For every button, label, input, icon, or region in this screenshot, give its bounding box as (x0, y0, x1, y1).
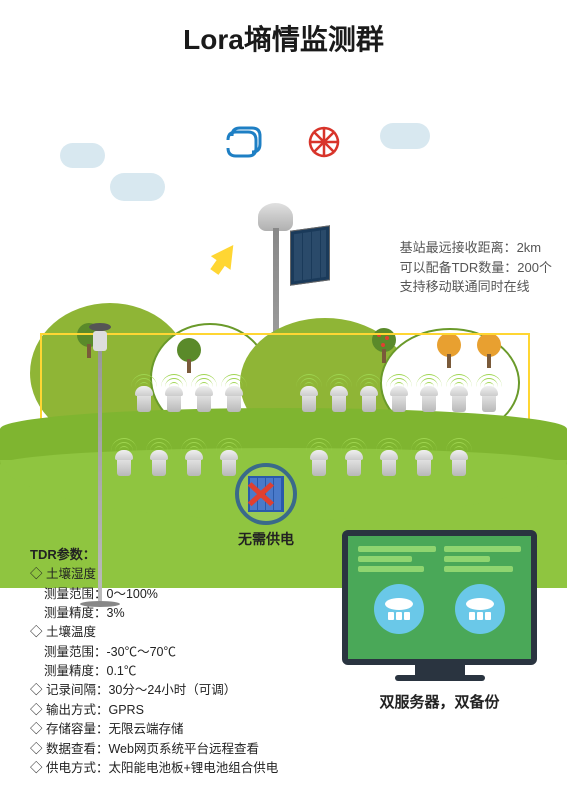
tdr-sensor-icon (225, 386, 243, 412)
info-line: 基站最远接收距离：2km (400, 238, 552, 258)
param-item: 存储容量：无限云端存储 (30, 720, 278, 739)
param-sub: 测量精度：0.1℃ (30, 662, 278, 681)
tdr-params: TDR参数： 土壤湿度 测量范围：0～100% 测量精度：3% 土壤温度 测量范… (30, 545, 278, 778)
param-sub: 测量范围：-30℃～70℃ (30, 643, 278, 662)
tdr-sensor-icon (300, 386, 318, 412)
server-icon (374, 584, 424, 634)
china-mobile-logo (220, 118, 268, 166)
param-item: 数据查看：Web网页系统平台远程查看 (30, 740, 278, 759)
param-sub: 测量范围：0～100% (30, 585, 278, 604)
param-item: 记录间隔：30分～24小时（可调） (30, 681, 278, 700)
tdr-sensor-icon (360, 386, 378, 412)
base-station-icon (258, 203, 293, 231)
tdr-sensor-icon (450, 450, 468, 476)
tdr-sensor-icon (480, 386, 498, 412)
tdr-sensor-icon (420, 386, 438, 412)
server-icon (455, 584, 505, 634)
tdr-sensor-icon (150, 450, 168, 476)
tdr-sensor-icon (345, 450, 363, 476)
tdr-sensor-icon (415, 450, 433, 476)
china-unicom-logo (300, 118, 348, 166)
monitor-graphic: 双服务器，双备份 (342, 530, 537, 712)
tdr-sensor-icon (450, 386, 468, 412)
cloud-icon (60, 143, 105, 168)
diagram-scene: 基站最远接收距离：2km 可以配备TDR数量：200个 支持移动联通同时在线 (0, 68, 567, 498)
tdr-sensor-icon (195, 386, 213, 412)
monitor-screen (342, 530, 537, 665)
tdr-sensor-icon (390, 386, 408, 412)
cloud-icon (110, 173, 165, 201)
tdr-sensor-icon (185, 450, 203, 476)
arrow-icon (211, 238, 243, 270)
param-item: 土壤湿度 (30, 565, 278, 584)
tdr-sensor-icon (135, 386, 153, 412)
page-title: Lora墒情监测群 (0, 0, 567, 68)
solar-panel-icon (290, 225, 330, 286)
cloud-icon (380, 123, 430, 149)
param-item: 土壤温度 (30, 623, 278, 642)
no-power-badge: ✕ 无需供电 (235, 463, 297, 549)
info-text: 基站最远接收距离：2km 可以配备TDR数量：200个 支持移动联通同时在线 (400, 238, 552, 297)
weather-station-icon (80, 323, 120, 607)
tdr-sensor-icon (380, 450, 398, 476)
tdr-sensor-icon (330, 386, 348, 412)
no-power-label: 无需供电 (235, 529, 297, 549)
monitor-label: 双服务器，双备份 (342, 691, 537, 712)
tdr-sensor-icon (165, 386, 183, 412)
tdr-sensor-icon (310, 450, 328, 476)
info-line: 可以配备TDR数量：200个 (400, 258, 552, 278)
param-item: 供电方式：太阳能电池板+锂电池组合供电 (30, 759, 278, 778)
param-sub: 测量精度：3% (30, 604, 278, 623)
param-item: 输出方式：GPRS (30, 701, 278, 720)
